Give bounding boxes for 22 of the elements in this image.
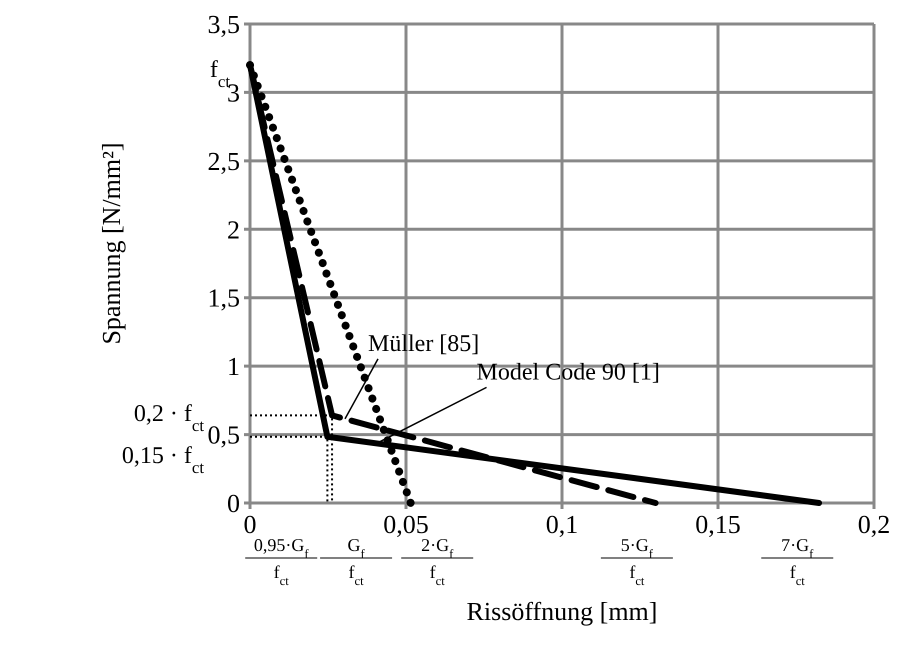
text: f$_{ct}$ (348, 562, 364, 588)
text: f$_{ct}$ (790, 562, 806, 588)
text: Müller [85] (368, 330, 480, 357)
text: f$_{ct}$ (629, 562, 645, 588)
y-tick-label: 1 (227, 352, 240, 382)
text: f$_{ct}$ (430, 562, 446, 588)
text: f$_{ct}$ (274, 562, 290, 588)
x-tick-label: 0,2 (858, 510, 890, 539)
text: 0,15 · f$_{ct}$ (122, 443, 204, 476)
x-tick-label: 0,1 (546, 510, 578, 539)
y-tick-label: 2 (227, 215, 240, 244)
y-axis-title: Spannung [N/mm²] (97, 142, 126, 345)
y-tick-label: 1,5 (208, 284, 240, 313)
y-tick-label: 3,5 (208, 10, 240, 39)
text: Model Code 90 [1] (476, 359, 660, 386)
text: 0,2 · f$_{ct}$ (134, 401, 204, 434)
x-tick-label: 0,15 (695, 510, 741, 539)
x-tick-label: 0,05 (383, 510, 429, 539)
y-tick-label: 2,5 (208, 146, 240, 176)
y-tick-label: 0,5 (208, 420, 240, 450)
y-tick-label: 0 (227, 489, 240, 518)
x-axis-title: Rissöffnung [mm] (466, 597, 658, 626)
